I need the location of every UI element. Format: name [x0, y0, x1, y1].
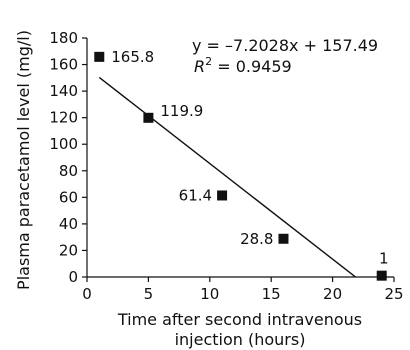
- r-squared-superscript: 2: [205, 55, 212, 68]
- data-point-label: 165.8: [111, 48, 154, 66]
- x-tick-label: 10: [200, 285, 219, 303]
- y-tick-label: 100: [49, 135, 78, 153]
- data-point-label: 61.4: [179, 186, 212, 204]
- y-tick-label: 180: [49, 29, 78, 47]
- data-point-label: 1: [379, 250, 389, 268]
- y-ticks: 0 20 40 60 80 100 120 140 160 180: [49, 29, 87, 286]
- x-tick-label: 5: [144, 285, 154, 303]
- y-tick-label: 0: [68, 268, 78, 286]
- y-tick-label: 160: [49, 56, 78, 74]
- y-tick-label: 40: [59, 215, 78, 233]
- data-point-label: 28.8: [240, 230, 273, 248]
- x-tick-label: 15: [262, 285, 281, 303]
- x-axis-label-line2: injection (hours): [175, 330, 306, 349]
- data-point-marker: [278, 233, 289, 244]
- x-axis-label-line1: Time after second intravenous: [117, 310, 362, 329]
- y-tick-label: 80: [59, 162, 78, 180]
- data-points: [94, 51, 387, 281]
- y-tick-label: 140: [49, 82, 78, 100]
- data-point-marker: [376, 270, 387, 281]
- trendline-equation: y = –7.2028x + 157.49: [192, 36, 378, 55]
- x-ticks: 0 5 10 15 20 25: [82, 277, 404, 303]
- r-squared-value: R2 = 0.9459: [194, 55, 292, 76]
- trendline: [98, 76, 356, 278]
- y-tick-label: 120: [49, 109, 78, 127]
- data-point-marker: [143, 112, 154, 123]
- x-tick-label: 0: [82, 285, 92, 303]
- r-squared-number: = 0.9459: [212, 57, 292, 76]
- y-axis-label: Plasma paracetamol level (mg/l): [14, 30, 33, 290]
- data-point-marker: [94, 51, 105, 62]
- x-tick-label: 25: [384, 285, 403, 303]
- y-tick-label: 20: [59, 241, 78, 259]
- data-point-marker: [217, 190, 228, 201]
- y-tick-label: 60: [59, 188, 78, 206]
- data-labels: 165.8 119.9 61.4 28.8 1: [111, 48, 388, 268]
- x-tick-label: 20: [323, 285, 342, 303]
- r-squared-symbol: R: [194, 57, 205, 76]
- data-point-label: 119.9: [160, 102, 203, 120]
- axes: [86, 38, 394, 278]
